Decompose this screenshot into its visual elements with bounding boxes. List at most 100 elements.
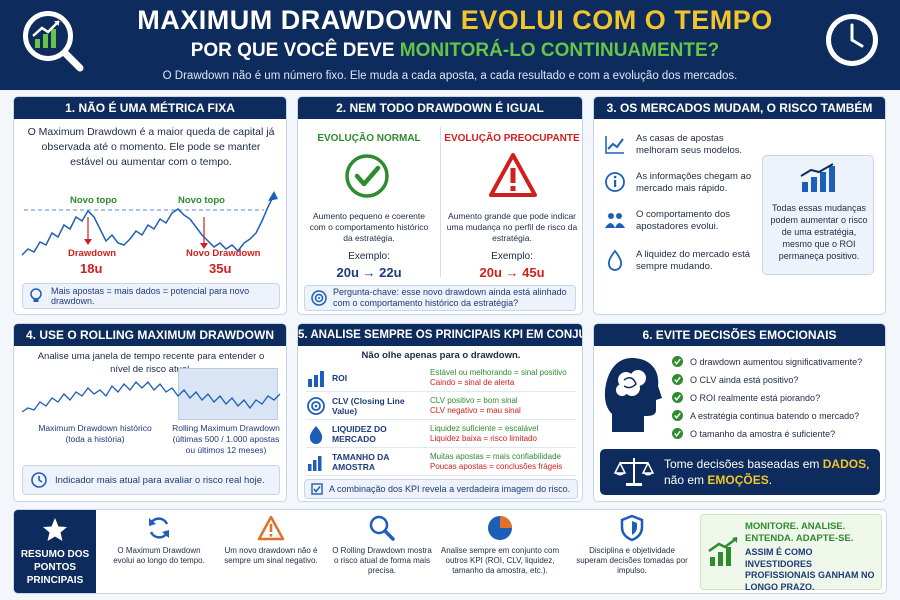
drawdown-label: Drawdown [68,248,117,259]
bar-chart-icon [308,370,324,387]
question-item: O tamanho da amostra é suficiente? [672,428,835,439]
tip-box: A combinação dos KPI revela a verdadeira… [304,479,578,499]
head-brain-icon [604,358,662,432]
panel-not-fixed-metric: 1. NÃO É UMA MÉTRICA FIXA O Maximum Draw… [13,96,287,315]
tip-box: Mais apostas = mais dados = potencial pa… [22,283,280,309]
tip-box: Indicador mais atual para avaliar o risc… [22,465,280,495]
panel-title: 6. EVITE DECISÕES EMOCIONAIS [594,324,885,346]
check-circle-icon [672,356,683,367]
list-item: A liquidez do mercado está sempre mudand… [604,249,764,273]
panel-drawdown-types: 2. NEM TODO DRAWDOWN É IGUAL EVOLUÇÃO NO… [297,96,583,315]
summary-item: O Rolling Drawdown mostra o risco atual … [332,510,432,593]
summary-strip: RESUMO DOS PONTOS PRINCIPAIS O Maximum D… [13,509,887,594]
summary-item: Um novo drawdown não é sempre um sinal n… [222,510,320,593]
growth-chart-icon [800,163,835,192]
check-circle-icon [672,392,683,403]
tip-text: Mais apostas = mais dados = potencial pa… [51,286,250,306]
decision-text: Tome decisões baseadas em DADOS, não em … [664,457,870,487]
rolling-line-chart [21,381,281,413]
page-title: MAXIMUM DRAWDOWN EVOLUI COM O TEMPO [137,5,773,35]
tip-text: Indicador mais atual para avaliar o risc… [55,474,265,486]
growth-chart-icon [708,537,738,566]
question-item: O ROI realmente está piorando? [672,392,820,403]
panel-markets-change: 3. OS MERCADOS MUDAM, O RISCO TAMBÉM As … [593,96,886,315]
clock-icon [826,14,878,66]
normal-title: EVOLUÇÃO NORMAL [317,133,421,144]
new-top-label-1: Novo topo [70,195,117,206]
historic-label: Maximum Drawdown histórico (toda a histór… [38,423,152,444]
tip-box: Pergunta-chave: esse novo drawdown ainda… [304,285,576,311]
final-message-box: MONITORE. ANALISE. ENTENDA. ADAPTE-SE. A… [700,514,882,592]
water-drop-icon [607,249,623,271]
kpi-row-roi: ROI Estável ou melhorando = sinal positi… [306,364,576,392]
shield-icon [620,514,644,542]
question-item: A estratégia continua batendo o mercado? [672,410,859,421]
summary-item: O Maximum Drawdown evolui ao longo do te… [109,510,209,593]
tip-text: A combinação dos KPI revela a verdadeira… [329,484,571,494]
kpi-row-sample-size: TAMANHO DA AMOSTRA Muitas apostas = mais… [306,448,576,476]
check-circle-icon [672,374,683,385]
panel-title: 5. ANALISE SEMPRE OS PRINCIPAIS KPI EM C… [298,324,582,346]
rolling-label: Rolling Maximum Drawdown (últimas 500 / 1… [172,423,280,455]
lightbulb-icon [30,288,42,302]
normal-example-label: Exemplo: [348,251,390,262]
scale-icon [614,458,654,486]
tip-text: Pergunta-chave: esse novo drawdown ainda… [333,287,567,308]
info-box: Todas essas mudanças podem aumentar o ri… [762,155,874,275]
normal-text: Aumento pequeno e coerente com o comport… [309,211,429,243]
new-drawdown-value: 35u [209,261,232,276]
drawdown-line-chart [21,191,278,256]
people-icon [605,213,625,228]
new-drawdown-label: Novo Drawdown [186,248,261,259]
warning-icon [257,515,285,541]
worrying-example-value: 20u → 45u [479,265,545,280]
panel-text: O Maximum Drawdown é a maior queda de ca… [27,126,275,168]
trend-chart-icon [605,136,624,154]
panel-kpi: 5. ANALISE SEMPRE OS PRINCIPAIS KPI EM C… [297,323,583,502]
new-top-label-2: Novo topo [178,195,225,206]
final-title: MONITORE. ANALISE. ENTENDA. ADAPTE-SE. [745,521,854,544]
check-circle-icon [672,428,683,439]
panel-rolling-drawdown: 4. USE O ROLLING MAXIMUM DRAWDOWN Analis… [13,323,287,502]
bar-chart-icon [308,455,322,471]
worrying-example-label: Exemplo: [491,251,533,262]
water-drop-icon [309,425,323,444]
clock-icon [31,472,47,488]
refresh-icon [149,517,169,539]
target-icon [307,396,325,415]
summary-item: Disciplina e objetividade superam decisõ… [576,510,688,593]
warning-icon [489,153,537,197]
question-item: O CLV ainda está positivo? [672,374,798,385]
page-description: O Drawdown não é um número fixo. Ele mud… [162,70,738,82]
list-item: As casas de apostas melhoram seus modelo… [604,133,764,157]
target-icon [311,290,327,306]
panel-title: 1. NÃO É UMA MÉTRICA FIXA [14,97,286,119]
pie-chart-icon [488,516,512,540]
page-subtitle: POR QUE VOCÊ DEVE MONITORÁ-LO CONTINUAME… [190,40,720,61]
list-item: O comportamento dos apostadores evolui. [604,209,764,233]
kpi-row-liquidity: LIQUIDEZ DO MERCADO Liquidez suficiente … [306,420,576,448]
chart-magnifier-icon [23,11,84,72]
info-icon [605,172,625,192]
question-item: O drawdown aumentou significativamente? [672,356,862,367]
check-circle-icon [672,410,683,421]
info-box-text: Todas essas mudanças podem aumentar o ri… [770,203,868,261]
decision-banner: Tome decisões baseadas em DADOS, não em … [600,449,880,495]
header: MAXIMUM DRAWDOWN EVOLUI COM O TEMPO POR … [0,0,900,90]
panel-text: Analise uma janela de tempo recente para… [37,351,265,375]
panel-title: 4. USE O ROLLING MAXIMUM DRAWDOWN [14,324,286,346]
worrying-title: EVOLUÇÃO PREOCUPANTE [444,133,580,144]
list-item: As informações chegam ao mercado mais rá… [604,171,764,195]
search-icon [369,515,395,541]
final-text: ASSIM É COMO INVESTIDORES PROFISSIONAIS … [745,547,875,592]
panel-title: 3. OS MERCADOS MUDAM, O RISCO TAMBÉM [594,97,885,119]
summary-title-box: RESUMO DOS PONTOS PRINCIPAIS [14,510,96,593]
panel-title: 2. NEM TODO DRAWDOWN É IGUAL [298,97,582,119]
drawdown-value: 18u [80,261,103,276]
summary-title: RESUMO DOS PONTOS PRINCIPAIS [20,549,90,586]
star-icon [43,518,67,541]
check-circle-icon [345,154,389,198]
normal-example-value: 20u → 22u [336,265,402,280]
checkbox-icon [311,483,323,495]
divider [440,127,441,277]
